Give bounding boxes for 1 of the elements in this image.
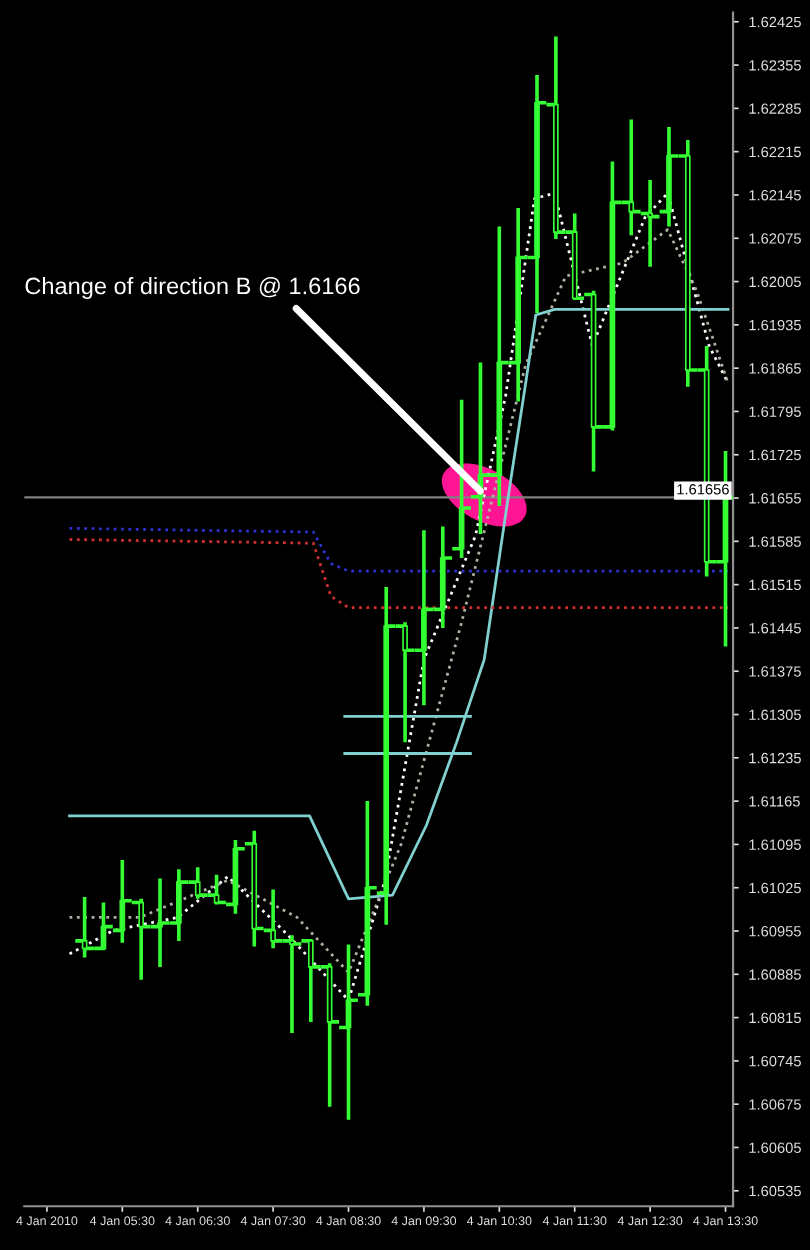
annotation: Change of direction B @ 1.6166 xyxy=(25,276,360,299)
